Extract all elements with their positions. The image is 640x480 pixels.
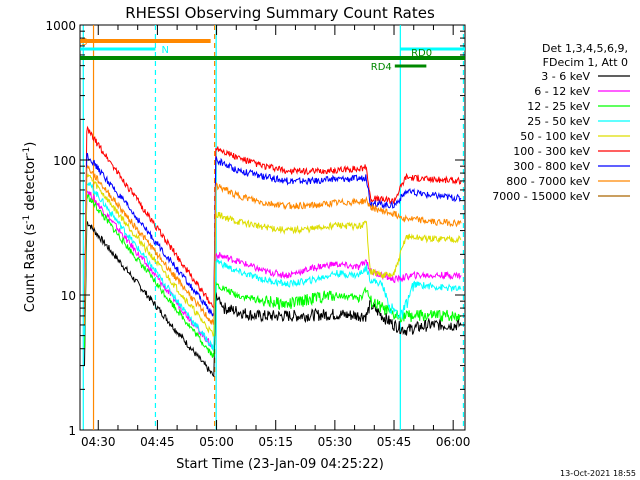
series-line-6 xyxy=(84,152,462,317)
x-tick-label-0: 04:30 xyxy=(81,435,116,449)
y-axis-label-sup2: -1 xyxy=(22,147,32,156)
series-line-5 xyxy=(84,125,462,310)
legend-label-0: 3 - 6 keV xyxy=(541,70,590,83)
legend-label-2: 12 - 25 keV xyxy=(527,100,590,113)
x-tick-label-4: 05:30 xyxy=(318,435,353,449)
footer-timestamp: 13-Oct-2021 18:55 xyxy=(560,469,636,478)
series-line-3 xyxy=(84,181,462,351)
legend-label-3: 25 - 50 keV xyxy=(527,115,590,128)
y-tick-label-0: 1 xyxy=(68,424,76,438)
y-axis-label-mid: detector xyxy=(23,155,38,215)
x-axis-label: Start Time (23-Jan-09 04:25:22) xyxy=(176,457,384,472)
flag-label-4: RD4 xyxy=(371,62,392,73)
x-tick-label-2: 05:00 xyxy=(199,435,234,449)
legend-label-6: 300 - 800 keV xyxy=(513,160,590,173)
y-axis-label-pre: Count Rate (s xyxy=(23,224,38,313)
flag-label-1: N xyxy=(161,45,168,56)
y-tick-label-1: 10 xyxy=(61,289,76,303)
x-tick-label-3: 05:15 xyxy=(258,435,293,449)
series-line-2 xyxy=(84,193,462,358)
legend-label-1: 6 - 12 keV xyxy=(534,85,590,98)
flag-label-0: S xyxy=(81,37,87,48)
y-tick-label-2: 100 xyxy=(53,154,76,168)
series-line-1 xyxy=(84,190,462,351)
y-axis-label-sup1: -1 xyxy=(22,215,32,224)
legend-label-5: 100 - 300 keV xyxy=(513,145,590,158)
x-tick-label-6: 06:00 xyxy=(436,435,471,449)
legend-label-4: 50 - 100 keV xyxy=(520,130,590,143)
legend-label-8: 7000 - 15000 keV xyxy=(492,190,590,203)
flag-label-3: RD0 xyxy=(411,48,432,59)
legend-label-7: 800 - 7000 keV xyxy=(506,175,590,188)
y-tick-label-3: 1000 xyxy=(45,19,76,33)
y-axis-label: Count Rate (s-1 detector-1) xyxy=(22,142,38,313)
series-line-0 xyxy=(84,220,462,378)
y-axis-label-post: ) xyxy=(23,142,38,147)
series-line-4 xyxy=(84,172,462,337)
chart-title: RHESSI Observing Summary Count Rates xyxy=(125,4,435,22)
series-line-7 xyxy=(84,164,462,325)
legend: Det 1,3,4,5,6,9, FDecim 1, Att 0 3 - 6 k… xyxy=(492,42,630,203)
plot-area xyxy=(79,24,466,431)
x-tick-label-1: 04:45 xyxy=(140,435,175,449)
legend-header-line-2: FDecim 1, Att 0 xyxy=(543,56,628,69)
legend-header-line-1: Det 1,3,4,5,6,9, xyxy=(542,42,628,55)
x-tick-label-5: 05:45 xyxy=(377,435,412,449)
